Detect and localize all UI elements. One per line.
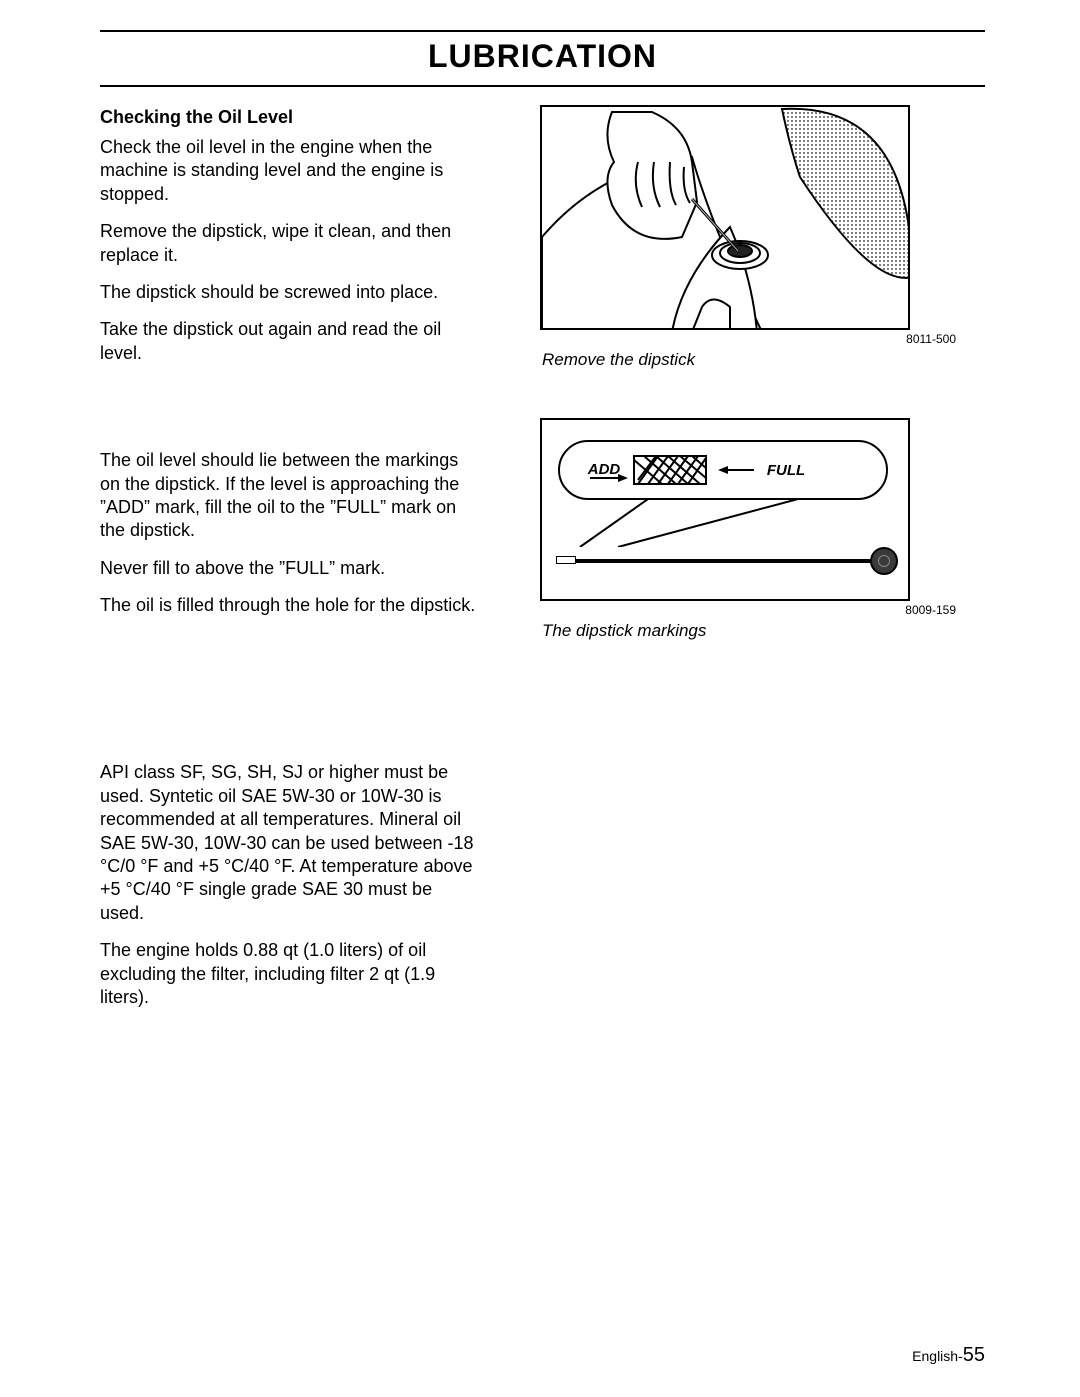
callout-lines (558, 499, 908, 547)
dipstick-removal-illustration (542, 107, 910, 330)
spacer (100, 379, 480, 449)
paragraph: Never fill to above the ”FULL” mark. (100, 557, 480, 580)
dipstick-tip (556, 556, 576, 564)
content-columns: Checking the Oil Level Check the oil lev… (100, 105, 985, 1023)
paragraph: The oil is filled through the hole for t… (100, 594, 480, 617)
dipstick-cap (870, 547, 898, 575)
page-title: LUBRICATION (100, 30, 985, 87)
figure-remove-dipstick (540, 105, 910, 330)
figure-caption: The dipstick markings (542, 621, 960, 641)
spacer (100, 631, 480, 761)
dipstick-shaft (558, 559, 872, 563)
figure-reference: 8011-500 (540, 332, 956, 346)
dipstick-assembly (558, 547, 898, 575)
paragraph: The engine holds 0.88 qt (1.0 liters) of… (100, 939, 480, 1009)
right-column: 8011-500 Remove the dipstick ADD (540, 105, 960, 1023)
footer-language: English- (912, 1348, 963, 1364)
figure-dipstick-markings: ADD (540, 418, 910, 601)
add-label: ADD (587, 461, 621, 478)
left-column: Checking the Oil Level Check the oil lev… (100, 105, 480, 1023)
page: LUBRICATION Checking the Oil Level Check… (0, 0, 1080, 1397)
paragraph: API class SF, SG, SH, SJ or higher must … (100, 761, 480, 925)
dipstick-zoom-view: ADD (558, 440, 888, 500)
section-heading: Checking the Oil Level (100, 107, 480, 128)
paragraph: Check the oil level in the engine when t… (100, 136, 480, 206)
paragraph: Remove the dipstick, wipe it clean, and … (100, 220, 480, 267)
spacer (540, 388, 960, 418)
paragraph: The oil level should lie between the mar… (100, 449, 480, 543)
full-label: FULL (767, 462, 805, 479)
paragraph: Take the dipstick out again and read the… (100, 318, 480, 365)
hatched-zone (634, 456, 706, 484)
figure-reference: 8009-159 (540, 603, 956, 617)
page-footer: English-55 (912, 1344, 985, 1367)
figure-caption: Remove the dipstick (542, 350, 960, 370)
paragraph: The dipstick should be screwed into plac… (100, 281, 480, 304)
footer-page-number: 55 (963, 1344, 985, 1366)
